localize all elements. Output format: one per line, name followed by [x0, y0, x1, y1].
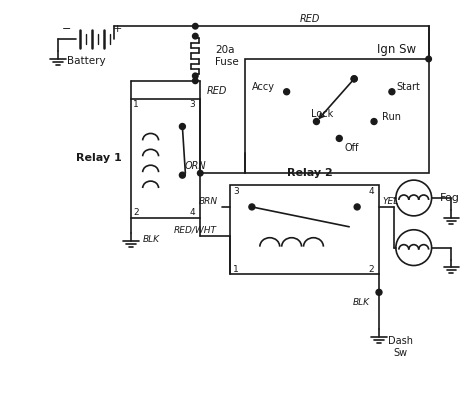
Text: 4: 4 [190, 208, 195, 217]
Circle shape [180, 123, 185, 129]
Text: BRN: BRN [199, 197, 218, 206]
Text: 1: 1 [233, 265, 239, 274]
Text: RED/WHT: RED/WHT [174, 225, 217, 234]
Text: RED: RED [207, 86, 228, 96]
Text: Dash
Sw: Dash Sw [388, 336, 413, 358]
Circle shape [426, 56, 431, 62]
Circle shape [313, 119, 319, 125]
Circle shape [371, 119, 377, 125]
Text: 3: 3 [233, 187, 239, 196]
Bar [245, 59, 428, 173]
Circle shape [192, 33, 198, 39]
Text: Accy: Accy [252, 82, 275, 92]
Circle shape [283, 89, 290, 95]
Text: Battery: Battery [67, 56, 105, 66]
Text: Off: Off [344, 143, 359, 153]
Text: YEL: YEL [383, 197, 399, 206]
Circle shape [351, 76, 357, 82]
Circle shape [336, 136, 342, 141]
Circle shape [376, 289, 382, 295]
Text: 2: 2 [133, 208, 138, 217]
Text: 1: 1 [133, 100, 138, 109]
Text: 4: 4 [368, 187, 374, 196]
Text: +: + [113, 24, 123, 34]
Circle shape [389, 89, 395, 95]
Text: 3: 3 [190, 100, 195, 109]
Circle shape [351, 76, 357, 82]
Text: ORN: ORN [184, 161, 206, 171]
Circle shape [198, 171, 203, 176]
Text: Run: Run [382, 112, 401, 121]
Bar [230, 185, 379, 274]
Circle shape [354, 204, 360, 210]
Text: 2: 2 [368, 265, 374, 274]
Circle shape [192, 78, 198, 84]
Text: Lock: Lock [311, 108, 334, 119]
Text: Start: Start [397, 82, 421, 92]
Circle shape [192, 73, 198, 79]
Circle shape [249, 204, 255, 210]
Text: Ign Sw: Ign Sw [377, 42, 417, 55]
Text: RED: RED [299, 14, 319, 24]
Circle shape [180, 172, 185, 178]
Text: BLK: BLK [143, 235, 160, 244]
Text: −: − [62, 24, 71, 34]
Text: Fog: Fog [439, 193, 459, 203]
Text: Relay 2: Relay 2 [287, 168, 332, 178]
Text: BLK: BLK [353, 298, 370, 307]
Text: 20a
Fuse: 20a Fuse [215, 45, 239, 67]
Text: Relay 1: Relay 1 [76, 153, 122, 163]
Circle shape [192, 24, 198, 29]
Bar [131, 99, 200, 218]
